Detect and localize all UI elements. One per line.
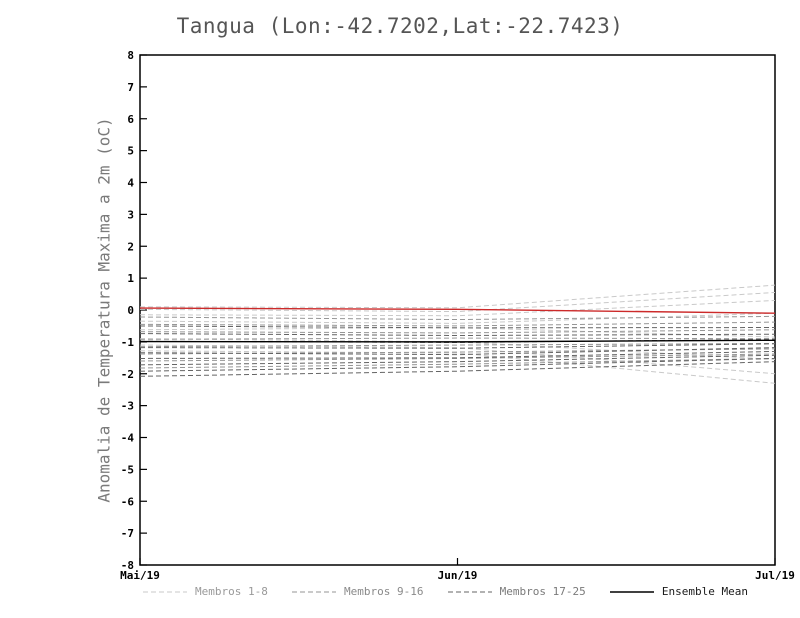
legend-line-sample [609, 590, 654, 593]
y-tick-label: -3 [121, 400, 134, 413]
series-line-member-21 [139, 347, 776, 356]
series-line-member-23 [139, 354, 776, 366]
y-tick-label: -7 [121, 527, 134, 540]
legend-label: Ensemble Mean [661, 585, 748, 598]
legend-item-membros-1-8: Membros 1-8 [142, 585, 268, 598]
legend-label: Membros 9-16 [344, 585, 424, 598]
series-line-member-13 [139, 342, 776, 348]
legend-line-sample [292, 591, 337, 592]
series-line-member-15 [139, 353, 776, 362]
chart-legend: Membros 1-8 Membros 9-16 Membros 17-25 E… [142, 585, 748, 598]
series-line-reference-red [139, 307, 776, 314]
legend-label: Membros 1-8 [195, 585, 268, 598]
y-tick-label: 1 [127, 272, 134, 285]
series-line-member-24 [139, 357, 776, 372]
series-line-member-17 [139, 325, 776, 329]
y-tick-label: -5 [121, 463, 134, 476]
y-tick-label: 5 [127, 145, 134, 158]
y-tick-label: 4 [127, 177, 134, 190]
series-line-member-3 [139, 299, 776, 317]
legend-item-membros-9-16: Membros 9-16 [291, 585, 424, 598]
y-tick-label: 6 [127, 113, 134, 126]
x-tick-label: Jul/19 [755, 569, 795, 582]
legend-item-membros-17-25: Membros 17-25 [447, 585, 586, 598]
y-tick-label: -6 [121, 495, 135, 508]
series-line-member-1 [139, 284, 776, 309]
y-tick-label: 2 [127, 240, 134, 253]
y-tick-label: 7 [127, 81, 134, 94]
y-tick-label: -4 [121, 432, 135, 445]
chart-title: Tangua (Lon:-42.7202,Lat:-22.7423) [176, 14, 624, 38]
series-line-member-25 [139, 361, 776, 377]
y-tick-label: -1 [121, 336, 135, 349]
legend-label: Membros 17-25 [499, 585, 586, 598]
series-line-member-9 [139, 315, 776, 321]
series-line-member-8 [139, 350, 776, 384]
y-tick-label: 3 [127, 208, 134, 221]
y-tick-label: -8 [121, 559, 134, 572]
series-line-member-5 [139, 327, 776, 338]
series-line-member-18 [139, 333, 776, 337]
series-line-member-16 [139, 357, 776, 369]
legend-line-sample [447, 591, 492, 592]
series-line-member-22 [139, 350, 776, 359]
series-line-member-4 [139, 312, 776, 324]
x-tick-label: Jun/19 [438, 569, 478, 582]
series-line-ensemble-mean [139, 339, 776, 343]
y-tick-label: 0 [127, 304, 134, 317]
y-tick-label: -2 [121, 368, 134, 381]
series-line-member-11 [139, 329, 776, 334]
series-line-member-12 [139, 337, 776, 340]
x-tick-label: Mai/19 [120, 569, 160, 582]
series-line-member-20 [139, 343, 776, 349]
series-line-member-10 [139, 321, 776, 327]
y-tick-label: 8 [127, 49, 134, 62]
series-line-member-2 [139, 291, 776, 313]
legend-item-ensemble-mean: Ensemble Mean [609, 585, 748, 598]
legend-line-sample [143, 591, 187, 592]
